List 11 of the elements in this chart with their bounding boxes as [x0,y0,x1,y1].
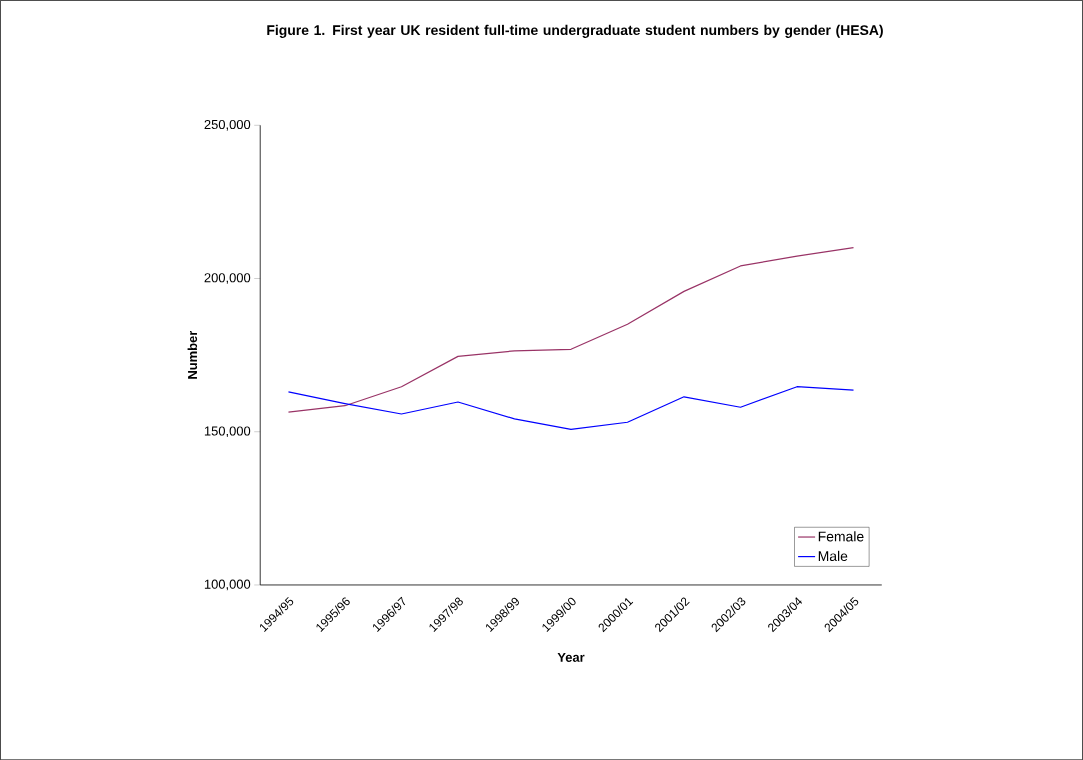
legend-label: Male [818,550,848,561]
line-series [287,385,855,430]
line-series [287,246,855,413]
y-tick-label: 250,000 [204,119,251,131]
y-axis-title: Number [187,330,198,379]
chart-title: Figure 1. First year UK resident full-time undergraduate student numbers by gender (HESA) [267,24,883,38]
y-tick-label: 200,000 [204,273,251,284]
legend-label: Female [818,531,864,542]
y-tick-label: 150,000 [204,426,251,437]
x-axis-title: Year [557,652,585,662]
y-tick-label: 100,000 [204,579,251,591]
